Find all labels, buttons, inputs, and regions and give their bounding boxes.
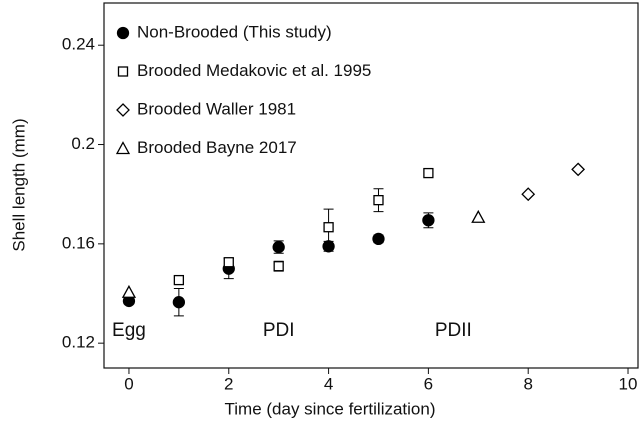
point xyxy=(521,187,536,202)
x-tick-label: 6 xyxy=(424,374,433,393)
legend-label: Brooded Bayne 2017 xyxy=(137,138,297,157)
point xyxy=(173,274,185,286)
plot-frame xyxy=(103,2,639,369)
x-tick-label: 0 xyxy=(124,374,133,393)
x-axis-label: Time (day since fertilization) xyxy=(225,399,436,418)
point xyxy=(116,26,130,40)
point xyxy=(121,284,137,298)
y-tick-label: 0.12 xyxy=(62,333,95,352)
y-tick-label: 0.24 xyxy=(62,35,95,54)
y-axis-label: Shell length (mm) xyxy=(9,118,28,251)
point xyxy=(117,66,129,77)
point xyxy=(373,194,384,206)
x-tick-label: 2 xyxy=(224,374,233,393)
point xyxy=(272,240,285,254)
point xyxy=(422,214,435,227)
annotation: PDI xyxy=(263,320,295,341)
annotation: Egg xyxy=(112,320,146,341)
point xyxy=(223,257,234,268)
point xyxy=(273,261,284,272)
y-tick-label: 0.16 xyxy=(62,233,95,252)
x-tick-label: 4 xyxy=(324,374,333,393)
point xyxy=(372,232,385,246)
y-tick-label: 0.2 xyxy=(71,134,95,153)
point xyxy=(115,141,131,155)
point xyxy=(172,296,186,309)
point xyxy=(116,103,130,117)
point xyxy=(323,222,334,233)
point xyxy=(423,167,434,179)
x-tick-label: 8 xyxy=(523,374,532,393)
annotation: PDII xyxy=(435,320,472,341)
legend-label: Non-Brooded (This study) xyxy=(137,22,332,41)
x-tick-label: 10 xyxy=(619,374,638,393)
legend-label: Brooded Waller 1981 xyxy=(137,99,296,118)
point xyxy=(571,162,586,177)
legend-label: Brooded Medakovic et al. 1995 xyxy=(137,61,371,80)
point xyxy=(471,209,486,223)
